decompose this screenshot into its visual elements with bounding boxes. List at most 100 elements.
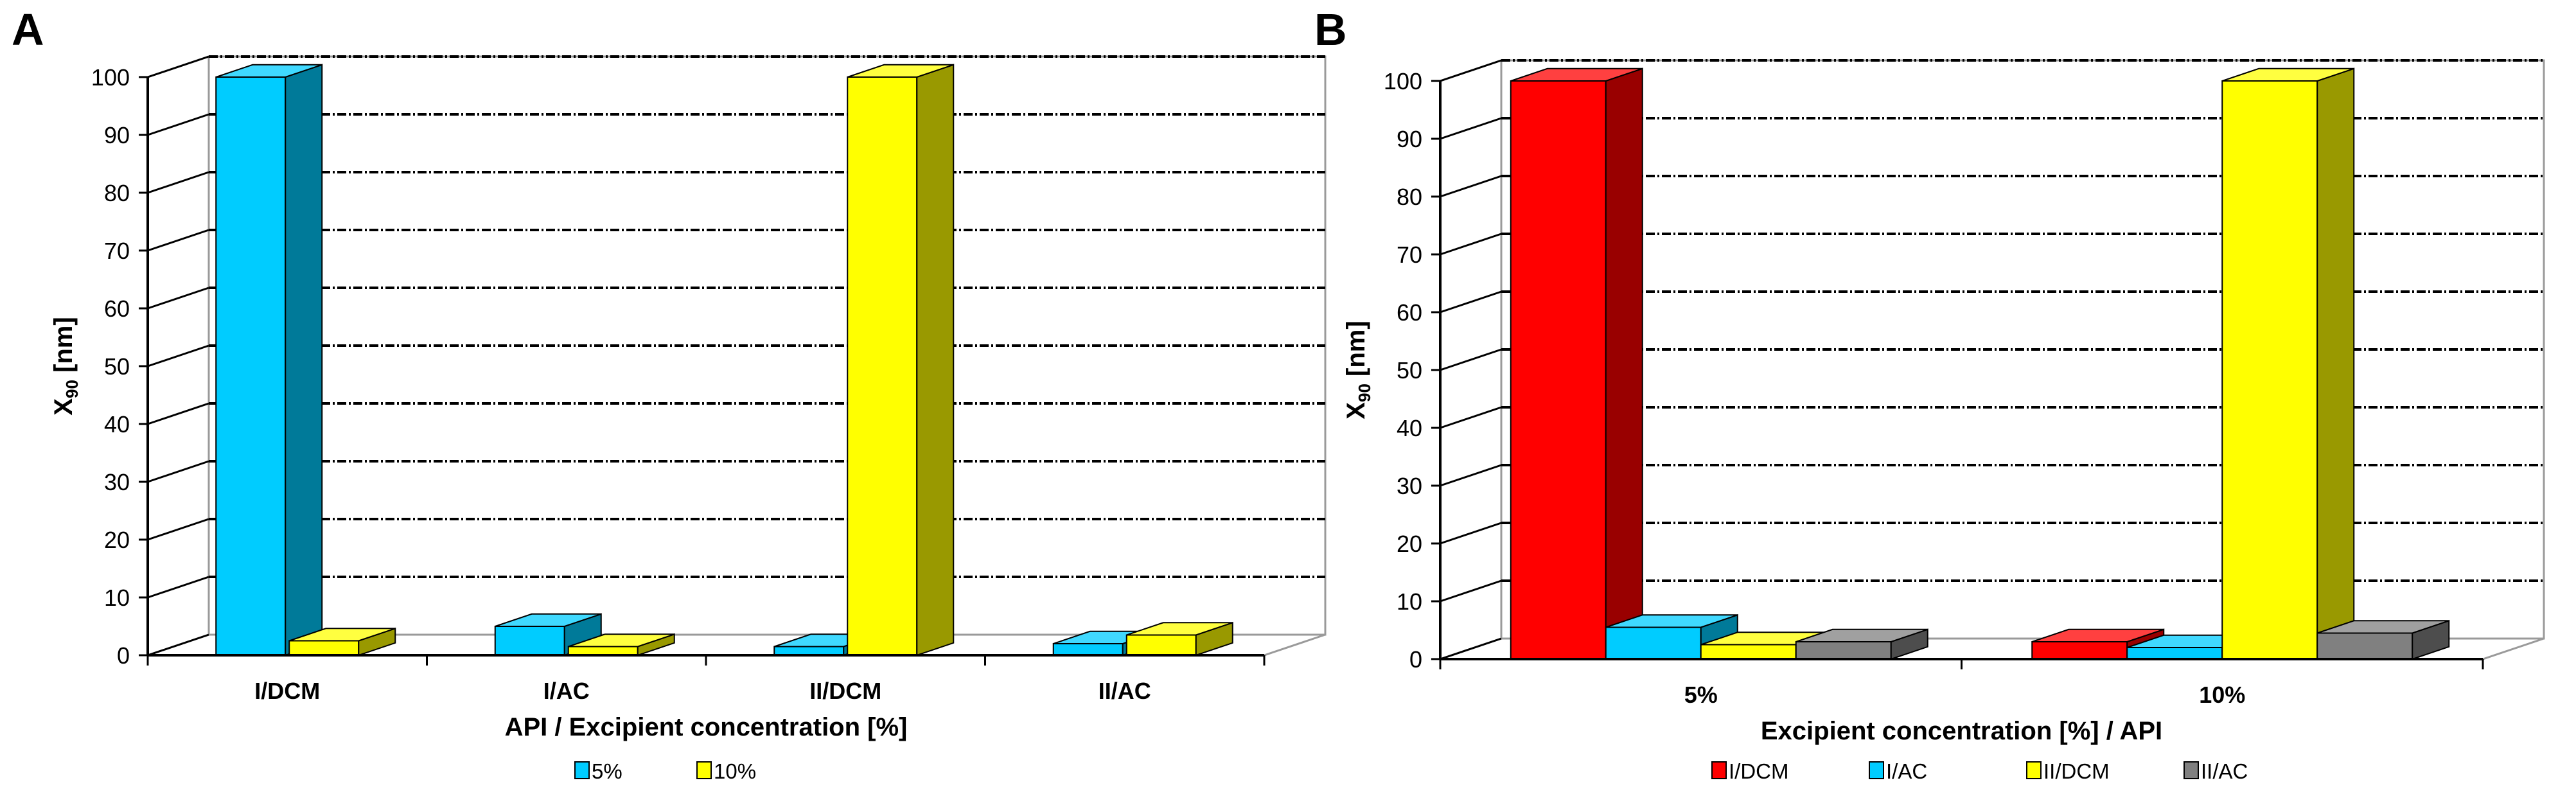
legend-label: I/AC [1886,759,1927,783]
side-gridline [147,229,209,252]
side-gridline [1440,233,1502,256]
y-tick-label: 30 [104,469,130,495]
y-tick-label: 40 [104,411,130,437]
legend-swatch [1711,761,1727,779]
panel-a-letter: A [12,4,44,55]
bar-ii-ac-5 [1795,628,1928,660]
legend-swatch [574,761,590,779]
bar-top [568,633,675,648]
x-axis-title: API / Excipient concentration [%] [505,713,908,741]
bar-front [2031,641,2128,660]
bar-front [2126,647,2223,660]
legend-label: II/AC [2201,759,2248,783]
bar-10-ii-ac [1125,621,1233,657]
side-gridline [147,633,209,657]
y-tick-label: 0 [1409,646,1422,673]
bar-front [847,76,918,656]
y-axis-title-main: X [49,398,78,416]
x-category-label: 5% [1684,682,1718,708]
bar-10-i-dcm [288,627,396,657]
bar-i-dcm-5 [1510,67,1643,660]
bar-top [1126,622,1233,636]
y-tick-label: 50 [104,353,130,380]
side-gridline [1440,290,1502,313]
legend-swatch [2026,761,2042,779]
legend-swatch [696,761,712,779]
side-gridline [147,171,209,194]
y-axis-title-main: X [1342,402,1370,419]
side-gridline [1440,117,1502,140]
bar-front [1700,644,1797,660]
y-tick-label: 20 [1397,531,1422,557]
bar-front [1510,80,1607,660]
bar-top [1510,67,1643,82]
x-category-label: II/DCM [809,678,881,704]
y-axis-title: X90 [nm] [1342,321,1374,419]
bar-front [494,626,565,656]
bar-front [288,640,360,656]
bar-top [288,628,396,642]
y-axis-title-subscript: 90 [1355,384,1374,402]
side-gridline [1440,464,1502,487]
x-category-label: 10% [2199,682,2245,708]
side-gridline [1440,406,1502,429]
y-tick-label: 40 [1397,415,1422,441]
bar-top [2316,620,2449,634]
side-gridline [147,113,209,136]
legend-item-10: 10% [696,759,756,783]
y-tick-label: 60 [104,296,130,322]
side-gridline [1440,637,1502,660]
legend-item-ii-dcm: II/DCM [2026,759,2110,783]
legend-item-i-dcm: I/DCM [1711,759,1789,783]
x-axis-title: Excipient concentration [%] / API [1761,717,2162,745]
bar-top [847,64,954,78]
side-gridline [1440,348,1502,371]
bar-front [1605,626,1702,660]
y-tick-label: 30 [1397,473,1422,499]
x-category-label: I/AC [543,678,590,704]
bar-front [1795,641,1892,660]
y-tick-label: 10 [1397,588,1422,615]
side-gridline [147,460,209,483]
y-axis-title-subscript: 90 [62,380,82,398]
y-tick-label: 10 [104,585,130,611]
bar-front [567,646,639,656]
bar-front [215,76,287,656]
side-gridline [1440,59,1502,82]
y-tick-label: 70 [104,238,130,264]
legend-swatch [2183,761,2199,779]
bar-10-i-ac [567,633,675,657]
legend-label: II/DCM [2043,759,2110,783]
bar-side [2316,67,2355,660]
bar-top [1605,614,1738,628]
bar-front [2221,80,2318,660]
legend-item-ii-ac: II/AC [2183,759,2248,783]
y-tick-label: 20 [104,527,130,553]
y-tick-label: 90 [104,122,130,148]
side-gridline [1440,175,1502,198]
y-axis-title-unit: [nm] [1342,321,1370,384]
x-category-label: I/DCM [254,678,320,704]
bar-side [285,64,323,657]
bar-top [1795,628,1928,642]
bar-front [2316,632,2413,660]
bar-front [1125,634,1197,656]
legend-label: 5% [592,759,622,783]
bar-top [215,64,322,78]
side-gridline [147,576,209,599]
y-axis-title: X90 [nm] [49,317,82,415]
legend-label: I/DCM [1729,759,1789,783]
y-tick-label: 60 [1397,299,1422,326]
side-gridline [1440,579,1502,603]
legend-label: 10% [714,759,756,783]
x-category-label: II/AC [1098,678,1151,704]
bar-top [495,613,602,627]
panel-a-chart: A 0 10 20 30 40 50 60 70 80 90 100 I/DCM I/AC II/DCM I… [12,4,1327,783]
side-gridline [147,287,209,310]
y-tick-label: 90 [1397,126,1422,152]
panel-b-letter: B [1314,4,1347,55]
y-tick-label: 0 [117,642,130,669]
y-tick-label: 50 [1397,357,1422,384]
bar-ii-ac-10 [2316,619,2450,660]
y-axis-title-unit: [nm] [49,317,78,380]
